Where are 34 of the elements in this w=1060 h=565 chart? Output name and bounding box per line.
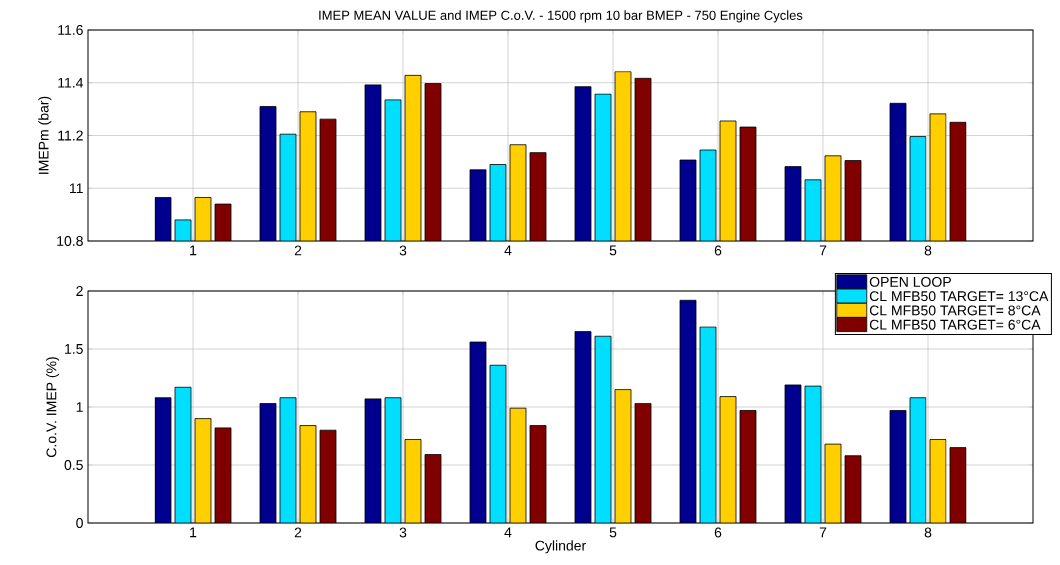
chart-title: IMEP MEAN VALUE and IMEP C.o.V. - 1500 rpm 10 bar BMEP - 750 Engine Cycles <box>319 10 803 23</box>
y-tick-label: 1 <box>76 402 83 412</box>
x-tick-label: 7 <box>819 527 827 538</box>
y-tick-label: 11 <box>70 183 83 194</box>
x-tick-label: 6 <box>714 527 722 538</box>
y-tick-label: 11.4 <box>58 77 84 88</box>
x-tick-label: 4 <box>504 527 512 538</box>
x-tick-label: 1 <box>190 527 197 538</box>
legend-label: CL MFB50 TARGET= 13°CA <box>869 291 1049 302</box>
legend-label: OPEN LOOP <box>869 276 951 287</box>
legend-label: CL MFB50 TARGET= 6°CA <box>869 319 1041 330</box>
x-tick-label: 8 <box>924 245 932 256</box>
x-tick-label: 3 <box>399 245 407 256</box>
legend-label: CL MFB50 TARGET= 8°CA <box>869 305 1041 316</box>
x-tick-label: 7 <box>819 245 827 256</box>
x-tick-label: 2 <box>294 527 302 538</box>
x-tick-label: 2 <box>294 245 302 256</box>
y-axis-title: C.o.V. IMEP (%) <box>46 357 60 457</box>
y-tick-label: 0 <box>76 518 83 528</box>
y-tick-label: 11.2 <box>58 130 83 141</box>
x-tick-label: 3 <box>399 527 407 538</box>
y-tick-label: 10.8 <box>57 236 83 246</box>
x-tick-label: 1 <box>190 245 197 256</box>
x-tick-label: 5 <box>609 527 617 538</box>
x-axis-title: Cylinder <box>535 540 586 554</box>
x-tick-label: 4 <box>504 245 512 256</box>
x-tick-label: 5 <box>609 245 617 256</box>
x-tick-label: 8 <box>924 527 932 538</box>
x-tick-label: 6 <box>714 245 722 256</box>
y-tick-label: 0.5 <box>64 460 83 470</box>
y-tick-label: 1.5 <box>65 344 83 354</box>
y-axis-title: IMEPm (bar) <box>38 96 52 174</box>
y-tick-label: 2 <box>76 286 83 296</box>
y-tick-label: 11.6 <box>58 25 83 35</box>
